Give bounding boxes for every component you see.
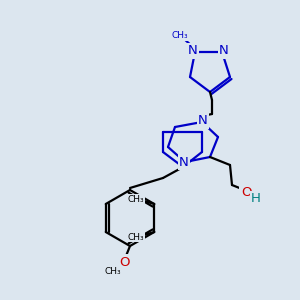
Text: O: O [241,185,251,199]
Text: N: N [198,115,208,128]
Text: N: N [188,44,198,58]
Text: CH₃: CH₃ [128,232,145,242]
Text: CH₃: CH₃ [105,268,121,277]
Text: H: H [251,191,261,205]
Text: O: O [120,256,130,268]
Text: N: N [219,44,229,58]
Text: N: N [179,155,189,169]
Text: CH₃: CH₃ [128,194,145,203]
Text: CH₃: CH₃ [172,32,188,40]
